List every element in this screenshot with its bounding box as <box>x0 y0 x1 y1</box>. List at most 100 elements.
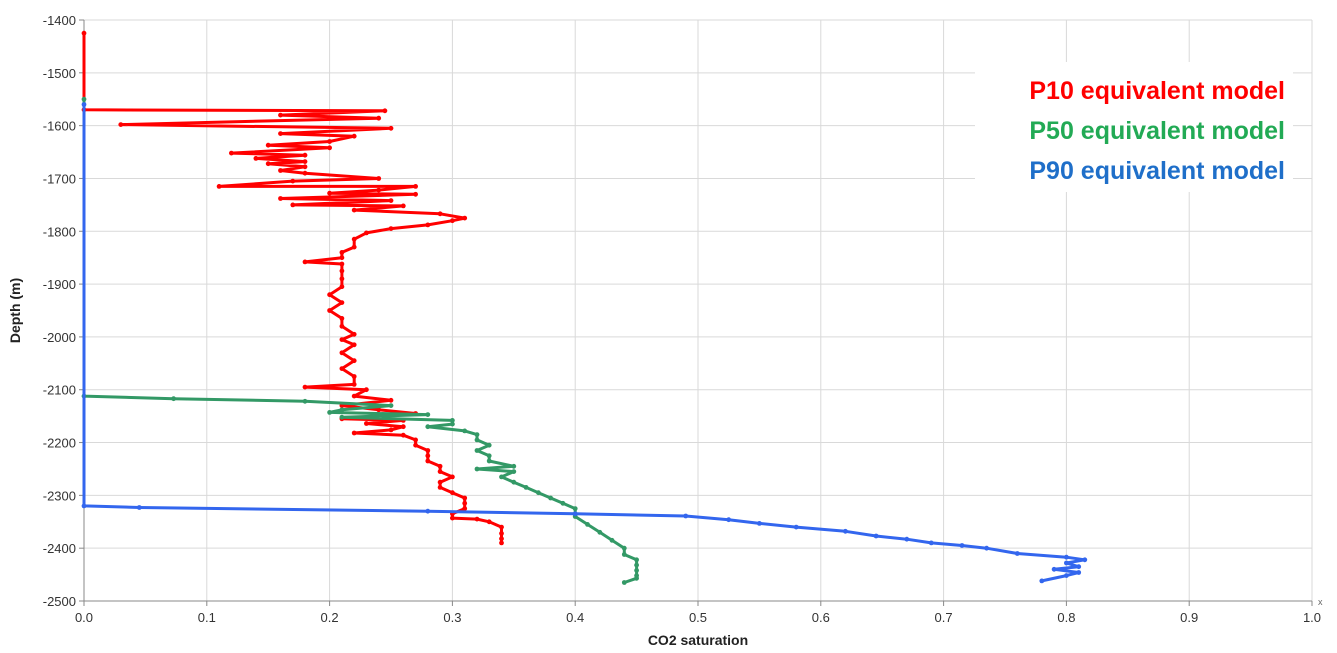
y-tick-label: -1700 <box>43 171 76 186</box>
data-point <box>413 191 418 197</box>
data-point <box>351 374 357 379</box>
data-point <box>683 513 689 519</box>
data-point <box>400 203 406 209</box>
data-point <box>474 466 480 472</box>
data-point <box>634 562 639 568</box>
data-point <box>302 398 308 404</box>
data-point <box>81 30 87 36</box>
data-point <box>351 331 357 337</box>
data-point <box>351 358 357 364</box>
data-point <box>474 432 480 437</box>
y-tick-label: -2100 <box>43 383 76 398</box>
data-point <box>499 524 504 530</box>
x-tick-label: 0.7 <box>935 610 953 625</box>
data-point <box>1076 564 1082 570</box>
y-axis-title: Depth (m) <box>7 278 23 343</box>
series-p10 <box>81 30 504 546</box>
data-point <box>327 145 332 151</box>
data-point <box>523 485 529 490</box>
data-point <box>450 218 455 224</box>
data-point <box>634 568 639 573</box>
data-point <box>388 397 394 403</box>
data-point <box>376 115 382 121</box>
data-point <box>793 524 799 530</box>
data-point <box>462 506 468 511</box>
legend-entry-p10: P10 equivalent model <box>1029 77 1285 105</box>
data-point <box>726 517 732 523</box>
data-point <box>413 437 418 443</box>
data-point <box>425 453 431 459</box>
data-point <box>351 430 357 436</box>
data-point <box>302 159 308 165</box>
data-point <box>462 428 468 434</box>
series-p90 <box>81 102 1088 584</box>
data-point <box>959 543 965 548</box>
x-axis-corner-label: x <box>1318 597 1323 607</box>
x-tick-label: 0.6 <box>812 610 830 625</box>
data-point <box>425 448 431 453</box>
data-point <box>400 424 406 430</box>
data-point <box>339 300 345 305</box>
data-point <box>290 178 296 184</box>
data-point <box>499 531 504 536</box>
data-point <box>302 170 308 176</box>
data-point <box>278 112 283 118</box>
data-point <box>597 529 603 535</box>
data-point <box>327 308 332 313</box>
data-point <box>216 184 222 189</box>
data-point <box>171 396 177 402</box>
data-point <box>1064 573 1069 578</box>
data-point <box>928 540 934 546</box>
data-point <box>265 142 271 148</box>
data-point <box>278 131 283 137</box>
data-point <box>339 316 345 321</box>
data-point <box>81 96 87 102</box>
data-point <box>278 168 283 173</box>
x-tick-label: 1.0 <box>1303 610 1321 625</box>
data-point <box>388 427 394 433</box>
data-point <box>339 366 345 371</box>
x-tick-label: 0.5 <box>689 610 707 625</box>
data-point <box>290 202 296 208</box>
data-point <box>609 537 615 543</box>
data-point <box>351 236 357 242</box>
x-tick-label: 0.4 <box>566 610 584 625</box>
data-point <box>585 522 590 527</box>
data-point <box>499 540 504 546</box>
data-point <box>376 407 382 413</box>
data-point <box>1064 554 1069 560</box>
data-point <box>339 284 345 290</box>
data-point <box>572 506 578 511</box>
data-point <box>327 292 332 298</box>
data-point <box>462 215 468 221</box>
data-point <box>1051 566 1057 572</box>
data-point <box>388 403 394 408</box>
data-point <box>388 125 394 131</box>
data-point <box>351 133 357 139</box>
data-point <box>136 505 142 510</box>
data-point <box>339 261 345 267</box>
y-tick-label: -2400 <box>43 541 76 556</box>
data-point <box>302 384 308 390</box>
data-point <box>388 226 394 232</box>
data-point <box>486 519 492 525</box>
data-point <box>81 503 87 509</box>
data-point <box>253 156 259 161</box>
legend-entry-p50: P50 equivalent model <box>1029 117 1285 145</box>
data-point <box>548 495 553 501</box>
x-tick-labels: 0.0 0.1 0.2 0.3 0.4 0.5 0.6 0.7 0.8 0.9 1.0 <box>75 610 1321 625</box>
legend: P10 equivalent model P50 equivalent mode… <box>975 62 1293 192</box>
series-p50 <box>81 96 639 585</box>
y-tick-label: -1400 <box>43 13 76 28</box>
y-tick-label: -2300 <box>43 488 76 503</box>
data-point <box>450 474 455 480</box>
data-point <box>621 545 627 551</box>
series-line <box>82 104 1087 583</box>
data-point <box>351 393 357 399</box>
data-point <box>486 458 492 464</box>
data-point <box>339 407 345 413</box>
data-point <box>1082 557 1088 563</box>
data-point <box>462 495 468 501</box>
data-point <box>413 442 418 448</box>
